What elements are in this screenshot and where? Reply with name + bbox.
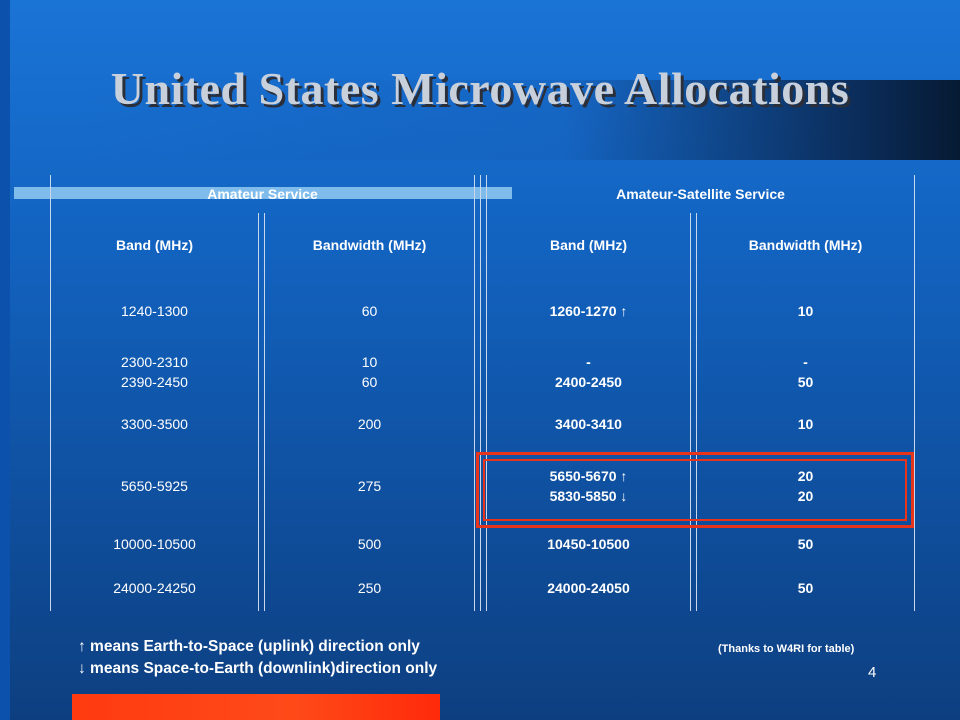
cell-sat-bandwidth: 20 20 <box>695 449 916 523</box>
allocations-table: Amateur Service Amateur-Satellite Servic… <box>50 175 916 611</box>
cell-sat-bandwidth: 10 <box>695 277 916 345</box>
cell-bandwidth: 10 60 <box>264 345 475 399</box>
cell-bandwidth: 60 <box>264 277 475 345</box>
cell-bandwidth: 250 <box>264 565 475 611</box>
cell-band: 10000-10500 <box>50 523 259 565</box>
cell-sat-bandwidth: 50 <box>695 523 916 565</box>
cell-band: 1240-1300 <box>50 277 259 345</box>
background-left-strip <box>0 0 10 720</box>
table-row: 2300-2310 2390-2450 10 60- 2400-2450- 50 <box>50 345 916 399</box>
cell-sat-bandwidth: 10 <box>695 399 916 449</box>
cell-sat-band: - 2400-2450 <box>486 345 691 399</box>
column-header-row: Band (MHz) Bandwidth (MHz) Band (MHz) Ba… <box>50 213 916 277</box>
page-number: 4 <box>868 664 877 681</box>
col-header-sat-band: Band (MHz) <box>486 213 691 277</box>
col-header-bandwidth: Bandwidth (MHz) <box>264 213 475 277</box>
group-header-amateur: Amateur Service <box>50 175 475 213</box>
background-title-band <box>80 80 960 160</box>
cell-sat-band: 10450-10500 <box>486 523 691 565</box>
cell-band: 5650-5925 <box>50 449 259 523</box>
table-row: 24000-24250 250 24000-24050 50 <box>50 565 916 611</box>
legend-downlink: ↓ means Space-to-Earth (downlink)directi… <box>78 660 438 677</box>
cell-sat-band: 5650-5670 ↑ 5830-5850 ↓ <box>486 449 691 523</box>
table-row: 5650-5925 275 5650-5670 ↑ 5830-5850 ↓ 20 20 <box>50 449 916 523</box>
highlight-box <box>476 452 914 528</box>
cell-band: 3300-3500 <box>50 399 259 449</box>
group-header-satellite: Amateur-Satellite Service <box>485 175 916 213</box>
cell-sat-band: 24000-24050 <box>486 565 691 611</box>
cell-band: 2300-2310 2390-2450 <box>50 345 259 399</box>
table-credit: (Thanks to W4RI for table) <box>718 643 855 655</box>
table-row: 3300-3500 200 3400-3410 10 <box>50 399 916 449</box>
group-header-row: Amateur Service Amateur-Satellite Servic… <box>50 175 916 213</box>
bottom-orange-bar <box>72 694 440 720</box>
cell-sat-band: 3400-3410 <box>486 399 691 449</box>
col-header-sat-bandwidth: Bandwidth (MHz) <box>695 213 916 277</box>
table-row: 1240-1300 60 1260-1270 ↑ 10 <box>50 277 916 345</box>
cell-bandwidth: 200 <box>264 399 475 449</box>
col-header-band: Band (MHz) <box>50 213 259 277</box>
legend-uplink: ↑ means Earth-to-Space (uplink) directio… <box>78 638 420 655</box>
slide-title: United States Microwave Allocations <box>110 63 850 114</box>
cell-sat-bandwidth: - 50 <box>695 345 916 399</box>
cell-band: 24000-24250 <box>50 565 259 611</box>
cell-sat-band: 1260-1270 ↑ <box>486 277 691 345</box>
cell-sat-bandwidth: 50 <box>695 565 916 611</box>
cell-bandwidth: 500 <box>264 523 475 565</box>
table-row: 10000-10500 500 10450-10500 50 <box>50 523 916 565</box>
cell-bandwidth: 275 <box>264 449 475 523</box>
